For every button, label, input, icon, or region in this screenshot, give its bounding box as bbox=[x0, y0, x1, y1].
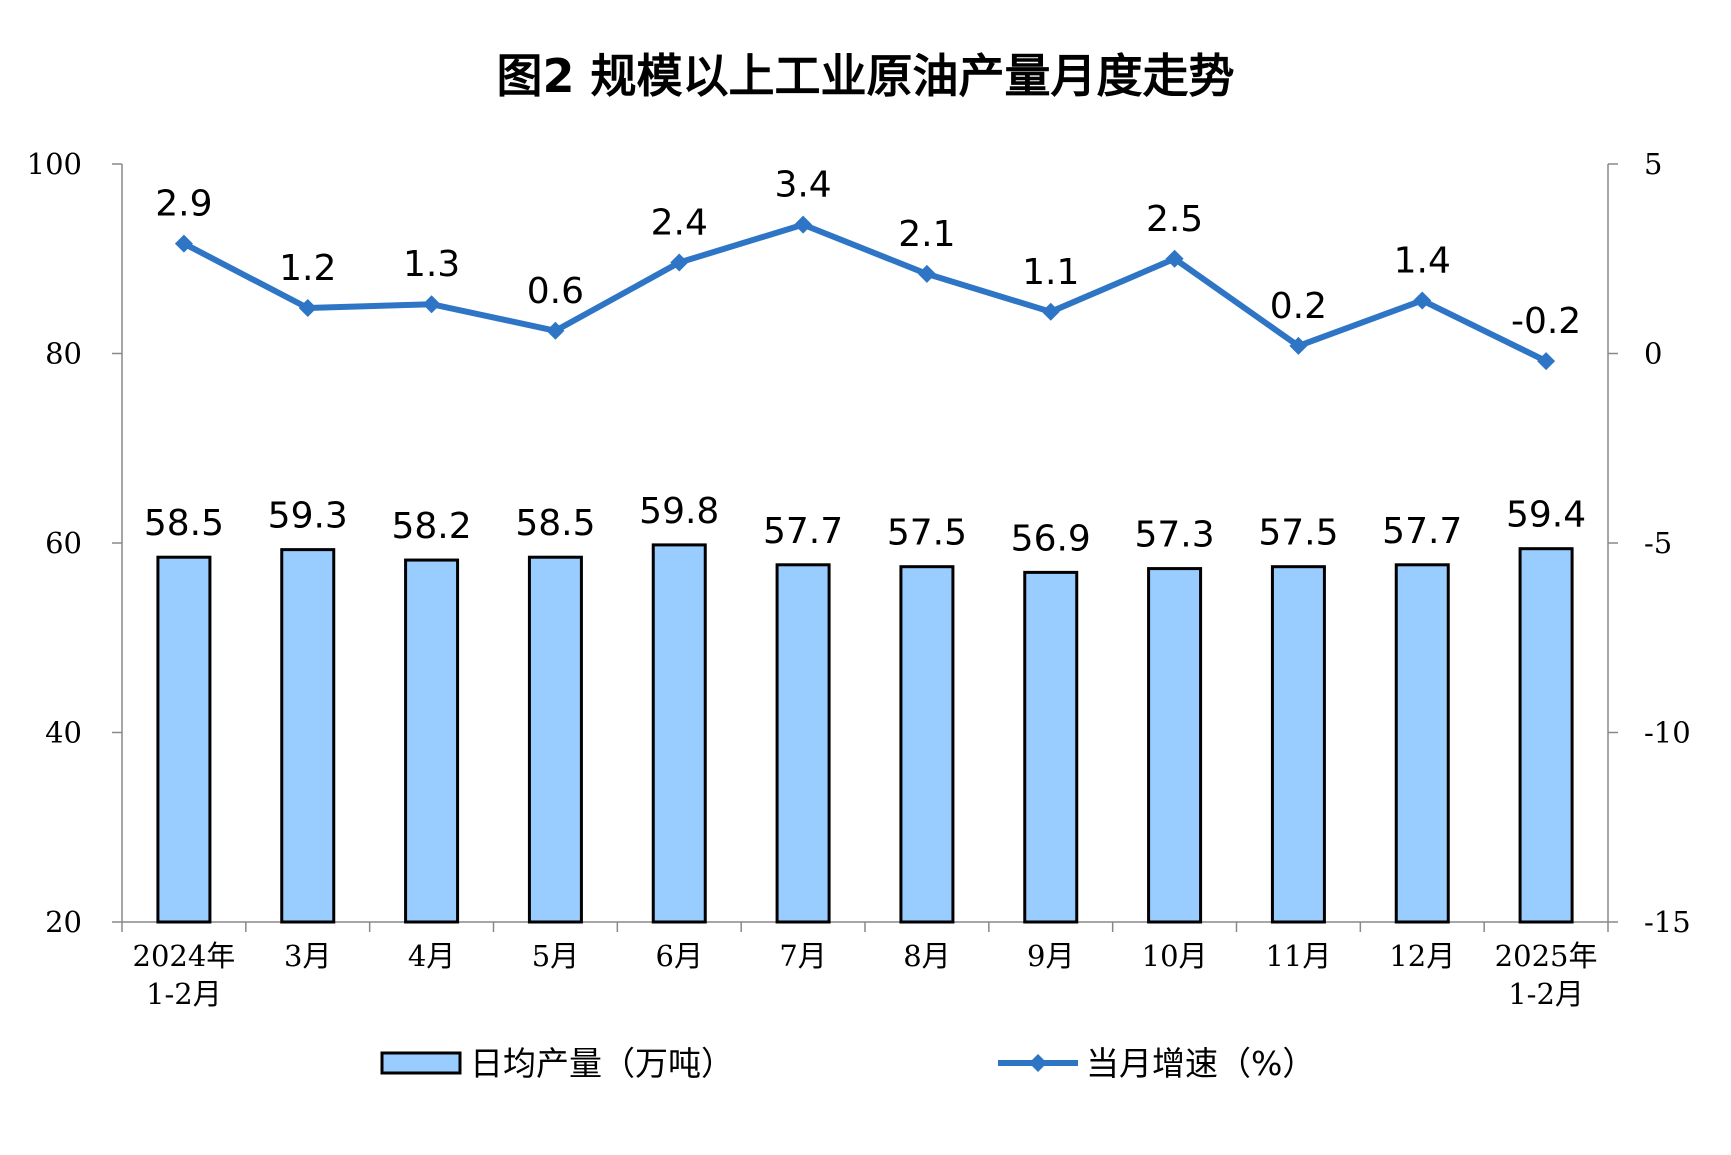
line-point-marker bbox=[1165, 249, 1184, 268]
category-label: 4月 bbox=[408, 939, 455, 973]
bar bbox=[527, 555, 583, 924]
bar bbox=[1023, 570, 1079, 924]
category-label: 2024年 bbox=[133, 939, 236, 973]
category-label: 1-2月 bbox=[146, 977, 222, 1011]
line-value-label: 1.3 bbox=[403, 244, 460, 285]
legend-bar-swatch bbox=[380, 1051, 462, 1075]
bar-series bbox=[156, 543, 1574, 924]
line-point-marker bbox=[1041, 302, 1060, 321]
line-point-marker bbox=[174, 234, 193, 253]
bar-value-label: 57.7 bbox=[763, 511, 843, 552]
bar bbox=[404, 558, 460, 924]
category-label: 6月 bbox=[656, 939, 703, 973]
line-value-label: -0.2 bbox=[1511, 301, 1581, 342]
chart-title: 图2 规模以上工业原油产量月度走势 bbox=[496, 49, 1235, 103]
category-label: 12月 bbox=[1389, 939, 1455, 973]
category-axis-labels: 2024年 1-2月 3月 4月 5月 6月 7月 8月 9月 10月 11月 12月 2025年 1-2… bbox=[133, 939, 1598, 1011]
right-tick-label: 0 bbox=[1644, 337, 1662, 371]
bar-value-label: 58.5 bbox=[144, 503, 224, 544]
legend: 日均产量（万吨） 当月增速（%） bbox=[380, 1044, 1315, 1083]
line-point-marker bbox=[1413, 291, 1432, 310]
data-labels: 58.5 59.3 58.2 58.5 59.8 57.7 57.5 56.9 57.3 57.5… bbox=[144, 165, 1586, 560]
bar bbox=[1270, 565, 1326, 924]
growth-line bbox=[182, 221, 1548, 364]
line-point-marker bbox=[794, 215, 813, 234]
right-tick-label: -15 bbox=[1644, 905, 1691, 939]
line-value-label: 1.2 bbox=[279, 248, 336, 289]
bar-value-label: 56.9 bbox=[1011, 518, 1091, 559]
bar bbox=[280, 548, 336, 924]
line-value-label: 1.1 bbox=[1022, 252, 1079, 293]
line-point-marker bbox=[546, 321, 565, 340]
right-tick-label: 5 bbox=[1644, 147, 1662, 181]
line-point-marker bbox=[298, 299, 317, 318]
category-label: 10月 bbox=[1142, 939, 1208, 973]
line-value-label: 2.4 bbox=[651, 203, 708, 244]
bar-value-label: 57.5 bbox=[887, 513, 967, 554]
left-tick-label: 100 bbox=[27, 147, 82, 181]
category-label: 2025年 bbox=[1495, 939, 1598, 973]
category-label: 3月 bbox=[284, 939, 331, 973]
bar bbox=[156, 555, 212, 924]
line-value-label: 2.9 bbox=[155, 184, 212, 225]
line-point-marker bbox=[422, 295, 441, 314]
line-point-marker bbox=[1537, 352, 1556, 371]
legend-line-label: 当月增速（%） bbox=[1086, 1044, 1315, 1083]
bar bbox=[1518, 547, 1574, 924]
line-value-label: 0.6 bbox=[527, 271, 584, 312]
left-tick-label: 80 bbox=[45, 337, 82, 371]
bar bbox=[651, 543, 707, 924]
category-label: 7月 bbox=[779, 939, 826, 973]
category-label: 1-2月 bbox=[1508, 977, 1584, 1011]
right-tick-label: -10 bbox=[1644, 716, 1691, 750]
bar-value-label: 57.3 bbox=[1135, 515, 1215, 556]
bar-value-label: 59.4 bbox=[1506, 495, 1586, 536]
line-series bbox=[174, 215, 1556, 371]
legend-bar-label: 日均产量（万吨） bbox=[470, 1044, 734, 1083]
bar-value-label: 57.7 bbox=[1382, 511, 1462, 552]
left-tick-label: 40 bbox=[45, 716, 82, 750]
bar-value-label: 58.5 bbox=[515, 503, 595, 544]
left-tick-label: 20 bbox=[45, 905, 82, 939]
line-value-label: 2.5 bbox=[1146, 199, 1203, 240]
line-point-marker bbox=[917, 264, 936, 283]
line-value-label: 0.2 bbox=[1270, 286, 1327, 327]
line-value-label: 2.1 bbox=[898, 214, 955, 255]
legend-line-marker bbox=[1029, 1054, 1047, 1072]
bar bbox=[1147, 567, 1203, 924]
line-value-label: 3.4 bbox=[774, 165, 831, 206]
bar bbox=[1394, 563, 1450, 924]
bar-value-label: 57.5 bbox=[1258, 513, 1338, 554]
bar-value-label: 59.3 bbox=[268, 496, 348, 537]
left-tick-label: 60 bbox=[45, 526, 82, 560]
line-value-label: 1.4 bbox=[1394, 240, 1451, 281]
bar bbox=[775, 563, 831, 924]
category-label: 9月 bbox=[1027, 939, 1074, 973]
line-point-marker bbox=[670, 253, 689, 272]
bar bbox=[899, 565, 955, 924]
right-tick-label: -5 bbox=[1644, 526, 1672, 560]
category-label: 5月 bbox=[532, 939, 579, 973]
axes: 100 80 60 40 20 5 0 -5 -10 -15 bbox=[27, 147, 1691, 939]
bar-value-label: 59.8 bbox=[639, 491, 719, 532]
bar-value-label: 58.2 bbox=[392, 506, 472, 547]
category-label: 11月 bbox=[1265, 939, 1331, 973]
line-point-marker bbox=[1289, 336, 1308, 355]
category-label: 8月 bbox=[903, 939, 950, 973]
